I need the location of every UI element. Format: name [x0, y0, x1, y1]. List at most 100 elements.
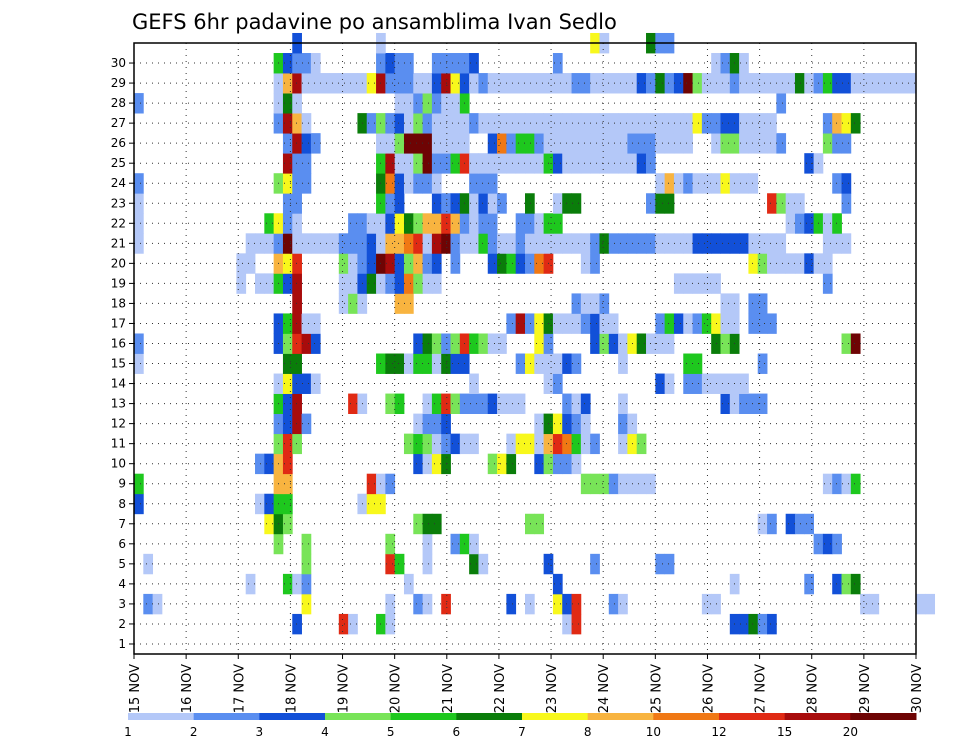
heatmap-cell	[525, 253, 535, 274]
heatmap-cell	[292, 273, 302, 294]
legend-swatch	[522, 713, 589, 720]
heatmap-cell	[310, 73, 321, 94]
heatmap-cell	[534, 73, 545, 94]
heatmap-cell	[487, 333, 498, 354]
heatmap-cell	[366, 273, 377, 294]
heatmap-cell	[804, 73, 814, 94]
heatmap-cell	[487, 233, 498, 254]
heatmap-cell	[487, 153, 498, 174]
y-tick-label: 4	[118, 577, 126, 591]
heatmap-cell	[692, 173, 703, 194]
heatmap-cell	[292, 153, 302, 174]
heatmap-cell	[348, 393, 358, 414]
heatmap-cell	[301, 553, 312, 575]
heatmap-cell	[655, 193, 666, 214]
y-tick-label: 11	[111, 437, 126, 451]
heatmap-cell	[562, 193, 572, 214]
heatmap-cell	[292, 73, 302, 94]
heatmap-cell	[906, 73, 917, 94]
heatmap-cell	[403, 293, 414, 314]
y-tick-label: 15	[111, 357, 126, 371]
heatmap-cell	[385, 393, 396, 414]
heatmap-cell	[422, 273, 433, 294]
heatmap-cell	[767, 513, 777, 535]
heatmap-cell	[497, 393, 507, 414]
heatmap-cell	[739, 113, 749, 134]
heatmap-cell	[143, 553, 154, 575]
heatmap-cell	[366, 113, 377, 134]
heatmap-cell	[692, 113, 703, 134]
heatmap-cell	[366, 73, 377, 94]
legend-label: 15	[777, 725, 792, 739]
heatmap-cell	[487, 193, 498, 214]
heatmap-cell	[255, 233, 265, 254]
heatmap-cell	[571, 113, 582, 134]
heatmap-cell	[348, 73, 358, 94]
heatmap-cell	[431, 393, 442, 414]
heatmap-cell	[618, 433, 628, 455]
heatmap-cell	[776, 193, 787, 214]
heatmap-cell	[748, 253, 759, 274]
heatmap-cell	[552, 73, 563, 94]
heatmap-cell	[450, 153, 461, 174]
heatmap-cell	[515, 213, 526, 234]
heatmap-cell	[385, 473, 396, 495]
heatmap-cell	[422, 233, 433, 254]
heatmap-cell	[413, 333, 423, 354]
heatmap-cell	[636, 113, 647, 134]
heatmap-cell	[282, 473, 293, 495]
heatmap-cell	[720, 73, 731, 94]
heatmap-cell	[757, 293, 768, 314]
heatmap-cell	[767, 193, 777, 214]
plot-frame	[133, 42, 917, 655]
heatmap-cell	[301, 573, 312, 595]
heatmap-cell	[469, 553, 479, 575]
heatmap-cell	[525, 353, 535, 374]
heatmap-cell	[552, 313, 563, 334]
x-tick-label: 23 NOV	[545, 664, 560, 713]
heatmap-cell	[552, 433, 563, 455]
y-tick-label: 26	[111, 136, 126, 150]
heatmap-cell	[534, 253, 545, 274]
heatmap-cell	[608, 73, 619, 94]
heatmap-cell	[692, 373, 703, 394]
heatmap-cell	[580, 73, 591, 94]
legend-swatch	[259, 713, 326, 720]
heatmap-cell	[487, 133, 498, 154]
x-tick-label: 20 NOV	[389, 664, 404, 713]
heatmap-cell	[394, 133, 405, 154]
heatmap-cell	[134, 173, 144, 194]
heatmap-cell	[394, 193, 405, 214]
heatmap-cell	[822, 213, 833, 234]
heatmap-cell	[618, 233, 628, 254]
heatmap-cell	[571, 393, 582, 414]
heatmap-cell	[599, 293, 610, 314]
heatmap-cell	[134, 93, 144, 114]
y-tick-label: 16	[111, 336, 126, 350]
legend-swatch	[325, 713, 392, 720]
heatmap-cell	[515, 353, 526, 374]
heatmap-cell	[683, 73, 693, 94]
x-tick-label: 29 NOV	[858, 664, 873, 713]
heatmap-cell	[608, 593, 619, 615]
heatmap-cell	[450, 133, 461, 154]
heatmap-cell	[701, 273, 712, 294]
heatmap-cell	[580, 233, 591, 254]
heatmap-cell	[292, 573, 302, 595]
heatmap-cell	[552, 353, 563, 374]
heatmap-cell	[469, 333, 479, 354]
heatmap-cell	[403, 93, 414, 114]
y-tick-label: 24	[111, 176, 126, 190]
heatmap-cell	[748, 233, 759, 254]
heatmap-cell	[580, 473, 591, 495]
heatmap-cell	[804, 253, 814, 274]
x-tick-label: 19 NOV	[337, 664, 352, 713]
heatmap-cell	[264, 493, 275, 515]
heatmap-cell	[571, 313, 582, 334]
heatmap-cell	[580, 113, 591, 134]
heatmap-cell	[832, 473, 842, 495]
heatmap-cell	[748, 133, 759, 154]
heatmap-cell	[394, 393, 405, 414]
heatmap-cell	[348, 273, 358, 294]
heatmap-cell	[394, 273, 405, 294]
